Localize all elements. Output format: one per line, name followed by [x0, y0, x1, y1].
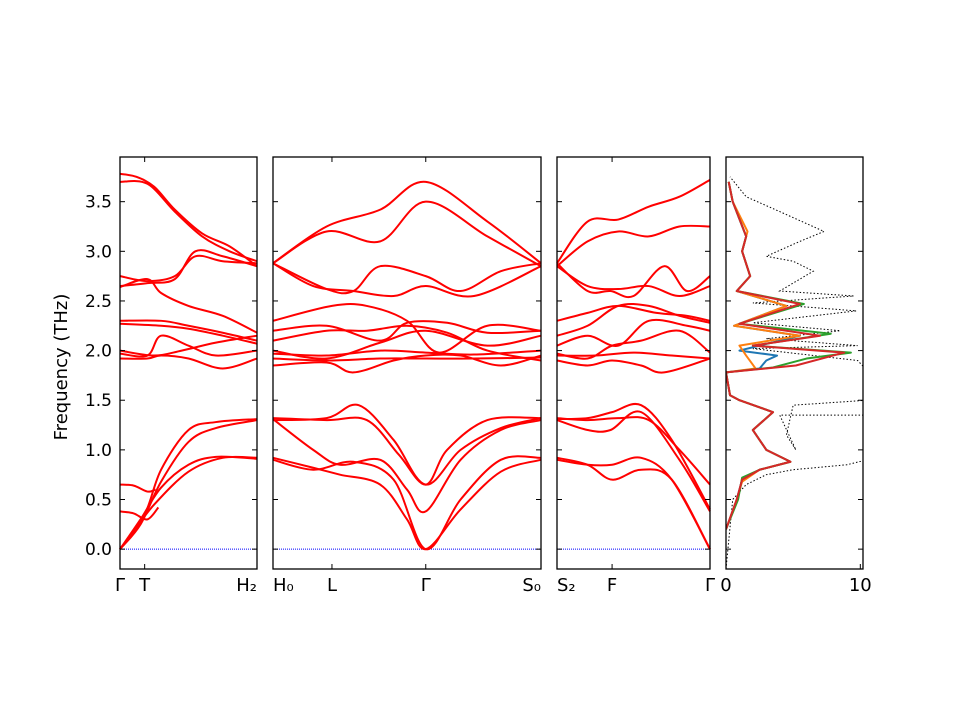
panel-gamma-to-h2: 0.0 0.5 1.0 1.5 2.0 2.5 3.0 3.5 Γ T H₂	[85, 156, 258, 596]
phonon-band	[556, 262, 711, 299]
phonon-band	[272, 416, 542, 486]
panel-s2-to-gamma: S₂ F Γ	[556, 156, 715, 596]
phonon-band	[119, 334, 258, 358]
phonon-band	[556, 410, 711, 512]
kpoint-label: H₂	[236, 575, 257, 596]
phonon-band	[556, 265, 711, 297]
phonon-band	[556, 224, 711, 267]
phonon-band	[556, 351, 711, 360]
phonon-band	[119, 455, 258, 550]
phonon-band	[272, 353, 542, 374]
kpoint-label: Γ	[421, 575, 431, 596]
y-axis-label: Frequency (THz)	[51, 294, 72, 441]
ytick-label: 3.5	[85, 193, 112, 213]
dos-frame	[725, 156, 864, 570]
kpoint-label: T	[138, 575, 151, 596]
phonon-band	[272, 349, 542, 357]
dos-xtick-label: 0	[720, 575, 731, 596]
phonon-band	[119, 249, 258, 288]
band-panels: 0.00.51.01.52.02.53.03.5Γ T H₂ H₀ L Γ S₀ S₂ F Γ	[85, 156, 715, 596]
kpoint-label: F	[607, 575, 617, 596]
phonon-band	[119, 334, 258, 357]
dos-total-curve	[726, 176, 863, 569]
phonon-band	[119, 278, 258, 334]
ytick-label: 3.0	[85, 242, 112, 262]
phonon-band	[119, 172, 258, 268]
phonon-band	[272, 356, 542, 362]
ytick-label: 2.5	[85, 292, 112, 312]
kpoint-label: L	[327, 575, 337, 596]
kpoint-label: Γ	[705, 575, 715, 596]
phonon-band	[556, 318, 711, 347]
kpoint-label: Γ	[115, 575, 125, 596]
ytick-label: 1.0	[85, 441, 112, 461]
phonon-band	[556, 178, 711, 264]
phonon-band	[272, 403, 542, 486]
phonon-band	[119, 354, 258, 370]
phonon-band	[119, 180, 258, 263]
panel-frame	[272, 156, 542, 570]
phonon-band	[119, 483, 156, 493]
kpoint-label: S₂	[557, 575, 576, 596]
ytick-label: 0.5	[85, 491, 112, 511]
phonon-band	[556, 304, 711, 322]
dos-panel: 0 10	[720, 156, 872, 596]
phonon-band	[272, 329, 542, 360]
panel-h0-to-s0: H₀ L Γ S₀	[272, 156, 542, 596]
dos-curves	[726, 176, 863, 569]
phonon-band	[119, 506, 160, 521]
ytick-label: 0.0	[85, 540, 112, 560]
phonon-band	[272, 418, 542, 514]
phonon-band	[556, 357, 711, 374]
phonon-band	[556, 329, 711, 360]
panel-frame	[556, 156, 711, 570]
phonon-band	[272, 455, 542, 551]
phonon-band	[119, 319, 258, 342]
phonon-band	[272, 303, 542, 354]
phonon-band	[119, 419, 258, 550]
phonon-band	[556, 416, 711, 486]
phonon-band	[272, 262, 542, 298]
phonon-band	[556, 456, 711, 550]
phonon-band	[119, 322, 258, 345]
ytick-label: 1.5	[85, 391, 112, 411]
dos-projected-curve	[726, 181, 846, 530]
kpoint-label: H₀	[273, 575, 294, 596]
phonon-band	[272, 456, 542, 551]
phonon-band	[556, 403, 711, 510]
phonon-band	[272, 200, 542, 268]
ytick-label: 2.0	[85, 342, 112, 362]
phonon-band	[272, 324, 542, 362]
phonon-band	[272, 180, 542, 265]
phonon-band	[272, 320, 542, 342]
phonon-band	[556, 303, 711, 337]
panel-frame	[119, 156, 258, 570]
kpoint-label: S₀	[522, 575, 541, 596]
dos-xtick-label: 10	[849, 575, 872, 596]
